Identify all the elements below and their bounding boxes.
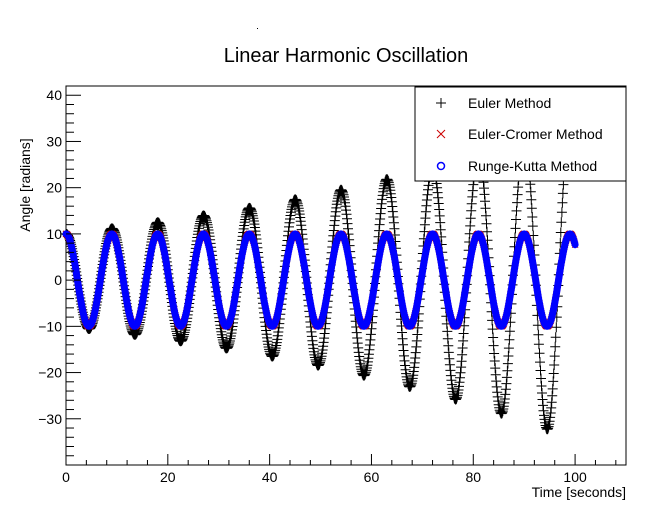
series-runge-kutta-method xyxy=(62,230,579,330)
plot-area-frame xyxy=(65,85,627,466)
x-tick-label: 80 xyxy=(465,469,481,485)
legend-marker-circle xyxy=(436,161,446,171)
y-tick-label: −20 xyxy=(38,365,62,381)
chart-title: Linear Harmonic Oscillation xyxy=(224,45,469,67)
x-tick-label: 0 xyxy=(62,469,70,485)
legend-label-runge-kutta-method: Runge-Kutta Method xyxy=(468,158,597,174)
legend: Euler Method Euler-Cromer Method Runge-Kut… xyxy=(414,86,627,182)
legend-marker-plus xyxy=(436,98,446,108)
x-tick-label: 100 xyxy=(563,469,587,485)
x-axis-label: Time [seconds] xyxy=(532,484,626,500)
y-tick-label: 40 xyxy=(46,87,62,103)
y-tick-label: 10 xyxy=(46,226,62,242)
legend-label-euler-cromer-method: Euler-Cromer Method xyxy=(468,126,603,142)
y-tick-label: 20 xyxy=(46,180,62,196)
y-axis-label: Angle [radians] xyxy=(17,138,33,231)
x-tick-label: 20 xyxy=(160,469,176,485)
x-tick-label: 60 xyxy=(364,469,380,485)
legend-label-euler-method: Euler Method xyxy=(468,95,551,111)
y-tick-label: −30 xyxy=(38,411,62,427)
legend-marker-cross xyxy=(436,129,446,139)
runge-kutta-method-markers xyxy=(62,230,579,330)
x-tick-label: 40 xyxy=(262,469,278,485)
y-tick-label: −10 xyxy=(38,318,62,334)
artifact-dot xyxy=(257,28,258,29)
axis-layer: 0 20 40 60 80 100 −30 −20 −10 0 10 20 30 40 xyxy=(38,85,617,485)
y-tick-label: 30 xyxy=(46,133,62,149)
legend-box xyxy=(414,86,627,182)
y-tick-label: 0 xyxy=(54,272,62,288)
